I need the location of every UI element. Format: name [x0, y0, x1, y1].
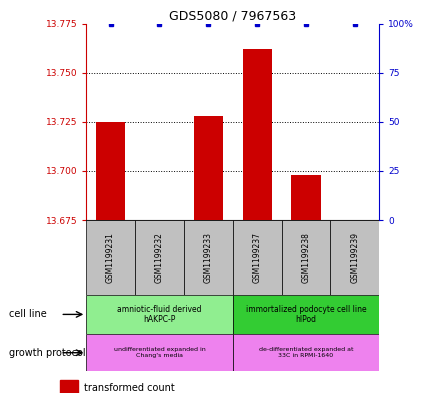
Bar: [184, 220, 232, 295]
Bar: [242, 49, 271, 220]
Bar: [86, 295, 232, 334]
Bar: [291, 175, 320, 220]
Text: transformed count: transformed count: [84, 382, 175, 393]
Title: GDS5080 / 7967563: GDS5080 / 7967563: [169, 9, 295, 22]
Bar: [193, 116, 222, 220]
Bar: [281, 220, 330, 295]
Text: GSM1199238: GSM1199238: [301, 232, 310, 283]
Bar: [86, 220, 135, 295]
Text: GSM1199231: GSM1199231: [106, 232, 115, 283]
Bar: [135, 220, 184, 295]
Text: GSM1199233: GSM1199233: [203, 232, 212, 283]
Text: GSM1199239: GSM1199239: [350, 232, 359, 283]
Text: cell line: cell line: [9, 309, 46, 320]
Bar: [232, 334, 378, 371]
Text: immortalized podocyte cell line
hIPod: immortalized podocyte cell line hIPod: [245, 305, 366, 324]
Bar: [96, 122, 125, 220]
Text: undifferentiated expanded in
Chang's media: undifferentiated expanded in Chang's med…: [114, 347, 205, 358]
Bar: [60, 380, 77, 393]
Text: amniotic-fluid derived
hAKPC-P: amniotic-fluid derived hAKPC-P: [117, 305, 201, 324]
Text: growth protocol: growth protocol: [9, 348, 85, 358]
Text: GSM1199232: GSM1199232: [155, 232, 163, 283]
Bar: [232, 220, 281, 295]
Text: GSM1199237: GSM1199237: [252, 232, 261, 283]
Text: de-differentiated expanded at
33C in RPMI-1640: de-differentiated expanded at 33C in RPM…: [258, 347, 353, 358]
Bar: [330, 220, 378, 295]
Bar: [232, 295, 378, 334]
Bar: [86, 334, 232, 371]
